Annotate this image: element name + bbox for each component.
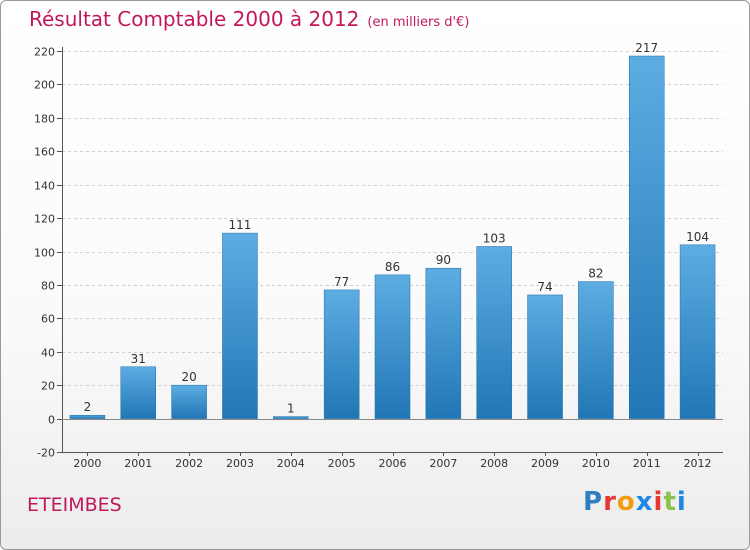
y-tick-label: 200 xyxy=(34,79,55,92)
y-tick-label: 160 xyxy=(34,146,55,159)
bar xyxy=(69,414,106,419)
y-tick-label: 100 xyxy=(34,247,55,260)
bar xyxy=(120,366,157,419)
data-label: 31 xyxy=(131,352,146,366)
y-tick-label: 140 xyxy=(34,180,55,193)
chart-subtitle: (en milliers d'€) xyxy=(367,15,470,30)
chart-title-text: Résultat Comptable 2000 à 2012 xyxy=(29,7,360,31)
bar xyxy=(171,384,207,419)
y-tick-label: 20 xyxy=(41,380,55,393)
x-tick-label: 2003 xyxy=(226,457,254,470)
logo-letter: r xyxy=(603,487,617,517)
logo-letter: P xyxy=(583,487,604,517)
logo-letter: t xyxy=(663,487,677,517)
x-tick-label: 2000 xyxy=(73,457,101,470)
bar xyxy=(578,281,614,419)
y-tick-label: 40 xyxy=(41,347,55,360)
data-label: 20 xyxy=(181,370,196,384)
x-tick-label: 2005 xyxy=(328,457,356,470)
logo-letter: x xyxy=(635,487,654,517)
data-label: 90 xyxy=(436,253,451,267)
y-tick-label: 60 xyxy=(41,313,55,326)
x-tick-label: 2010 xyxy=(582,457,610,470)
logo-letter: i xyxy=(676,487,687,517)
y-tick-label: 180 xyxy=(34,113,55,126)
logo-letter: o xyxy=(616,487,636,517)
data-label: 2 xyxy=(84,400,92,414)
x-tick-label: 2004 xyxy=(277,457,305,470)
bar xyxy=(628,55,665,419)
commune-name: ETEIMBES xyxy=(27,494,122,516)
chart-title: Résultat Comptable 2000 à 2012 (en millie… xyxy=(29,7,469,31)
x-tick-label: 2012 xyxy=(684,457,712,470)
y-tick-label: 120 xyxy=(34,213,55,226)
data-label: 217 xyxy=(635,41,658,55)
bar xyxy=(273,416,309,419)
x-tick-label: 2006 xyxy=(379,457,407,470)
bar xyxy=(476,246,512,419)
x-tick-label: 2008 xyxy=(480,457,508,470)
y-tick-label: 80 xyxy=(41,280,55,293)
x-tick-label: 2002 xyxy=(175,457,203,470)
x-tick-label: 2009 xyxy=(531,457,559,470)
x-tick-label: 2011 xyxy=(633,457,661,470)
data-label: 103 xyxy=(483,231,506,245)
proxiti-logo: Proxiti xyxy=(583,487,687,517)
data-label: 74 xyxy=(537,280,552,294)
data-label: 82 xyxy=(588,267,603,281)
y-tick-label: -20 xyxy=(37,447,55,460)
bar xyxy=(374,274,411,419)
bar xyxy=(222,232,258,419)
bar xyxy=(679,244,716,419)
data-label: 104 xyxy=(686,230,709,244)
bar xyxy=(323,289,360,419)
bar xyxy=(527,294,563,419)
data-label: 86 xyxy=(385,260,400,274)
data-label: 111 xyxy=(229,218,252,232)
data-label: 77 xyxy=(334,275,349,289)
x-tick-label: 2001 xyxy=(124,457,152,470)
bar xyxy=(425,267,462,419)
logo-letter: i xyxy=(653,487,664,517)
y-tick-label: 220 xyxy=(34,46,55,59)
data-label: 1 xyxy=(287,402,295,416)
y-tick-label: 0 xyxy=(48,414,55,427)
x-tick-label: 2007 xyxy=(429,457,457,470)
